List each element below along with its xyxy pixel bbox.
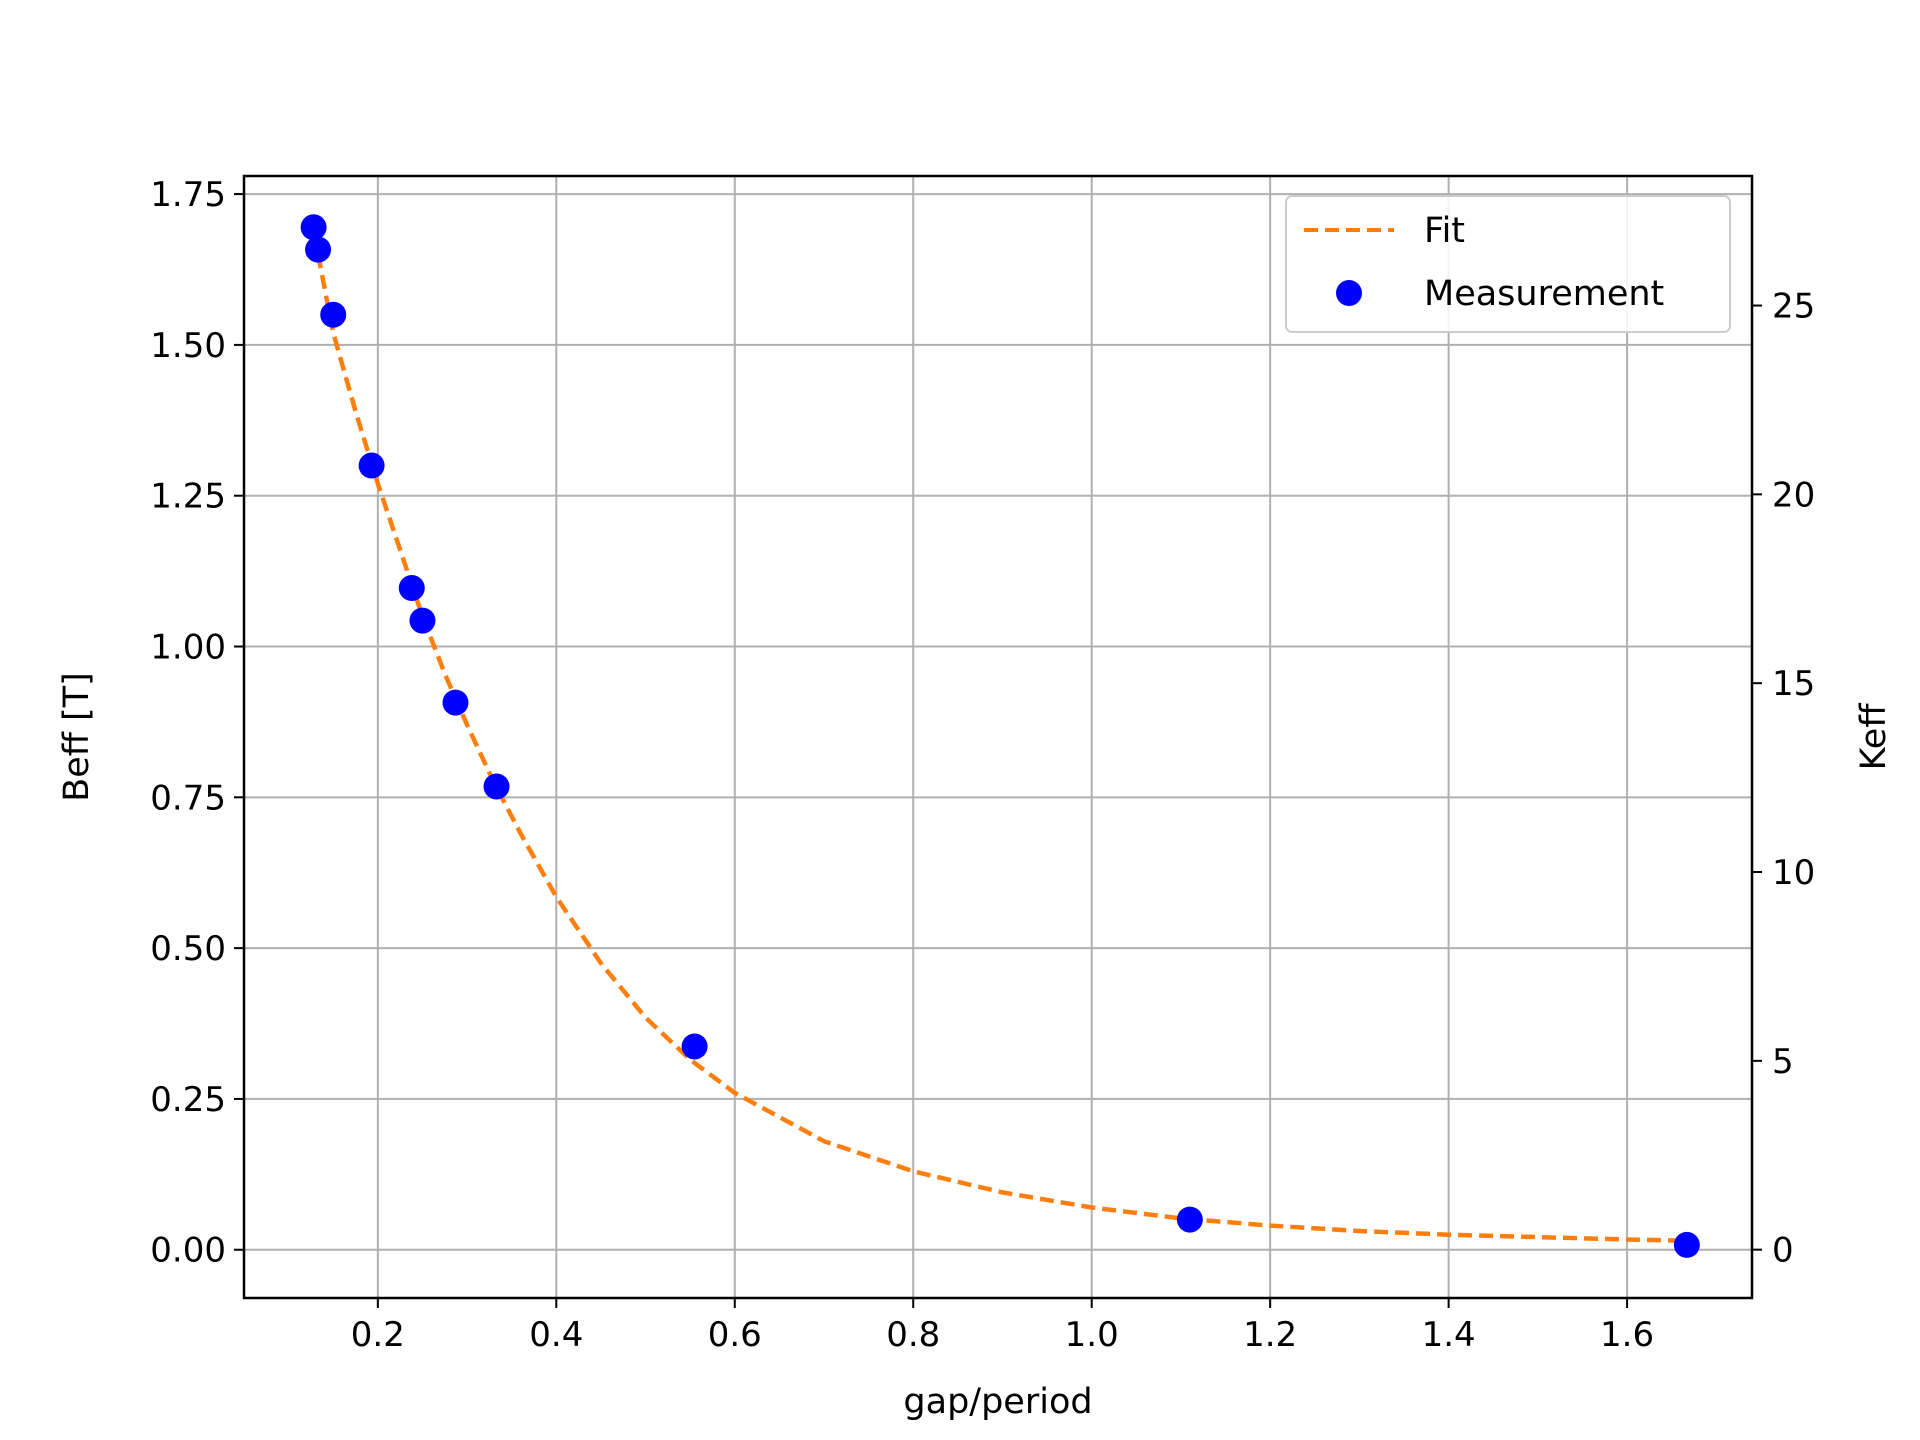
measurement-point — [1673, 1231, 1700, 1258]
measurement-point — [398, 575, 425, 602]
measurement-point — [1176, 1206, 1203, 1233]
legend-measurement-label: Measurement — [1424, 274, 1664, 314]
legend: Fit Measurement — [1285, 195, 1731, 333]
y2-tick-label: 0 — [1772, 1231, 1794, 1271]
x-tick-label: 0.8 — [886, 1315, 940, 1355]
measurement-point — [483, 773, 510, 800]
y-tick-label: 0.50 — [150, 929, 226, 969]
y2-tick-label: 15 — [1772, 664, 1815, 704]
y2-axis-label: Keff — [1854, 703, 1894, 771]
x-tick-label: 1.4 — [1422, 1315, 1476, 1355]
measurement-point — [442, 689, 469, 716]
y-tick-label: 0.00 — [150, 1231, 226, 1271]
x-tick-label: 0.6 — [708, 1315, 762, 1355]
legend-fit-label: Fit — [1424, 211, 1465, 251]
y2-tick-label: 5 — [1772, 1042, 1794, 1082]
measurement-point — [358, 452, 385, 479]
measurement-point — [681, 1033, 708, 1060]
y-axis-label: Beff [T] — [57, 672, 97, 801]
measurement-point — [300, 214, 327, 241]
y-axis-left: 0.00 0.25 0.50 0.75 1.00 1.25 1.50 1.75 — [150, 175, 244, 1271]
y-tick-label: 1.75 — [150, 175, 226, 215]
y2-tick-label: 20 — [1772, 475, 1815, 515]
measurement-point — [305, 236, 332, 263]
y-axis-right: 0 5 10 15 20 25 — [1752, 287, 1815, 1271]
x-tick-label: 1.0 — [1065, 1315, 1119, 1355]
measurement-series — [300, 214, 1700, 1258]
y2-tick-label: 10 — [1772, 853, 1815, 893]
plot-frame — [242, 174, 1754, 1300]
legend-measurement-swatch — [1336, 280, 1362, 306]
y-tick-label: 1.50 — [150, 326, 226, 366]
measurement-point — [320, 301, 347, 328]
grid — [244, 176, 1752, 1298]
y-tick-label: 1.00 — [150, 628, 226, 668]
x-axis-label: gap/period — [903, 1382, 1092, 1422]
x-axis: 0.2 0.4 0.6 0.8 1.0 1.2 1.4 1.6 — [351, 1298, 1654, 1355]
x-tick-label: 0.2 — [351, 1315, 405, 1355]
x-tick-label: 1.2 — [1243, 1315, 1297, 1355]
measurement-point — [409, 607, 436, 634]
legend-box — [1285, 195, 1731, 333]
y2-tick-label: 25 — [1772, 287, 1815, 327]
x-tick-label: 0.4 — [529, 1315, 583, 1355]
x-tick-label: 1.6 — [1600, 1315, 1654, 1355]
y-tick-label: 0.75 — [150, 778, 226, 818]
y-tick-label: 0.25 — [150, 1080, 226, 1120]
fit-series — [315, 253, 1687, 1243]
fit-line — [315, 253, 1687, 1243]
y-tick-label: 1.25 — [150, 477, 226, 517]
